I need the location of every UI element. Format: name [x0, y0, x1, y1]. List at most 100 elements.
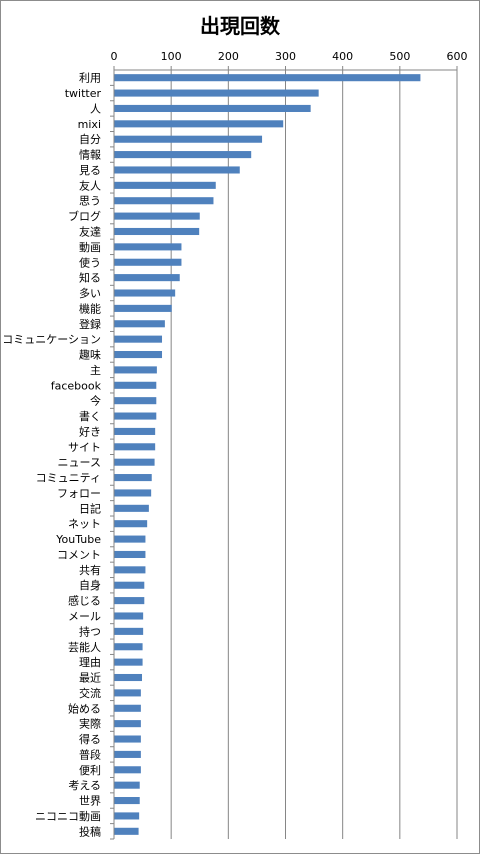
category-label: ネット: [68, 518, 101, 531]
bar: [114, 750, 141, 758]
bar: [114, 797, 140, 805]
bar: [114, 504, 149, 512]
bar: [114, 474, 152, 482]
bar: [114, 627, 144, 635]
bar: [114, 720, 141, 728]
category-label: 芸能人: [68, 640, 101, 654]
category-label: 利用: [79, 72, 101, 85]
bar: [114, 658, 143, 666]
bar: [114, 427, 156, 435]
category-label: 自分: [79, 133, 101, 146]
category-label: 見る: [79, 164, 101, 177]
x-tick-label: 500: [389, 50, 410, 63]
bar: [114, 289, 176, 297]
bar: [114, 673, 143, 682]
bar: [114, 535, 146, 543]
category-label: facebook: [51, 379, 102, 392]
category-label: 実際: [79, 717, 101, 731]
category-label: 持つ: [79, 624, 101, 638]
bar: [114, 151, 252, 159]
bar: [114, 643, 143, 651]
bar: [114, 597, 145, 605]
bar: [114, 258, 182, 266]
bar: [114, 120, 284, 128]
bar: [114, 197, 214, 205]
category-label: 共有: [79, 563, 101, 577]
category-label: 好き: [79, 424, 101, 438]
category-label: 始める: [68, 701, 101, 715]
category-label: 日記: [79, 501, 101, 515]
bar: [114, 227, 200, 236]
category-label: 感じる: [68, 595, 101, 608]
x-tick-label: 0: [111, 50, 118, 63]
category-label: 使う: [79, 256, 101, 269]
category-label: ブログ: [68, 209, 101, 223]
category-label: 最近: [79, 672, 101, 685]
bar: [114, 335, 163, 343]
category-label: 自身: [79, 578, 101, 592]
category-label: サイト: [68, 441, 101, 454]
bar: [114, 520, 148, 528]
category-label: 思う: [79, 195, 101, 208]
category-label: 人: [90, 102, 101, 115]
bar: [114, 443, 156, 451]
category-label: メール: [68, 610, 101, 623]
category-label: 理由: [79, 655, 101, 669]
bar: [114, 489, 152, 497]
category-label: ニコニコ動画: [35, 809, 101, 823]
category-label: 趣味: [79, 348, 101, 362]
bar: [114, 566, 146, 574]
category-label: 今: [90, 394, 101, 408]
category-label: 多い: [79, 286, 101, 300]
category-label: ニュース: [58, 456, 101, 469]
bar: [114, 781, 140, 789]
chart-title: 出現回数: [200, 14, 280, 38]
category-label: 得る: [79, 733, 101, 746]
bar: [114, 104, 311, 112]
category-label: 情報: [79, 149, 101, 162]
bar: [114, 366, 157, 374]
bar: [114, 412, 157, 420]
bar: [114, 135, 263, 143]
x-tick-label: 300: [275, 50, 296, 63]
bar: [114, 304, 172, 312]
category-label: 友達: [79, 224, 101, 238]
category-label: 交流: [79, 686, 101, 700]
category-label: 投稿: [79, 824, 101, 838]
category-label: コミュニケーション: [2, 333, 101, 346]
category-label: 便利: [79, 764, 101, 777]
bar: [114, 689, 141, 697]
bar: [114, 350, 163, 359]
category-label: YouTube: [55, 533, 101, 546]
category-label: 友人: [79, 178, 101, 192]
bar: [114, 458, 155, 466]
bar: [114, 612, 144, 620]
category-label: 知る: [79, 271, 101, 285]
category-label: コミュニティ: [36, 472, 101, 485]
category-label: コメント: [57, 548, 101, 561]
category-label: 世界: [79, 795, 101, 808]
x-tick-label: 400: [332, 50, 353, 63]
bar: [114, 581, 145, 589]
category-label: 考える: [68, 779, 101, 792]
category-label: mixi: [78, 118, 101, 131]
bar: [114, 735, 141, 743]
bar: [114, 274, 180, 282]
category-label: 普段: [79, 747, 101, 761]
category-label: 主: [90, 364, 101, 377]
category-label: 書く: [79, 409, 101, 423]
bar: [114, 243, 182, 251]
category-label: フォロー: [57, 487, 101, 500]
category-label: 機能: [79, 301, 101, 315]
bar: [114, 827, 139, 835]
bar: [114, 166, 240, 174]
bar: [114, 74, 421, 82]
x-tick-label: 100: [161, 50, 182, 63]
bar: [114, 812, 140, 820]
bar: [114, 320, 165, 328]
x-tick-label: 600: [447, 50, 468, 63]
category-label: 動画: [79, 240, 101, 254]
bar: [114, 89, 319, 97]
bar: [114, 766, 141, 774]
